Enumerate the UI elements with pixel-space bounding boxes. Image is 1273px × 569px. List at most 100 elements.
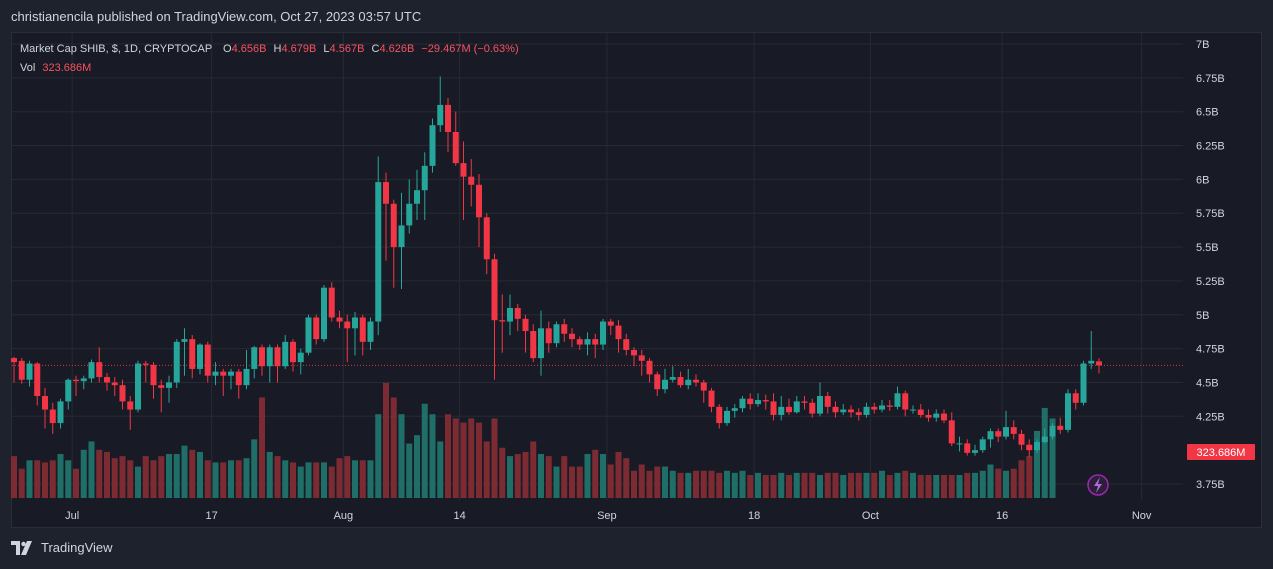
candle[interactable] <box>313 314 320 345</box>
candle[interactable] <box>367 317 374 350</box>
candle[interactable] <box>228 368 234 390</box>
candle[interactable] <box>452 111 459 166</box>
candle[interactable] <box>584 332 591 356</box>
candle[interactable] <box>189 335 196 379</box>
candle[interactable] <box>762 394 769 410</box>
candle[interactable] <box>662 368 668 394</box>
candle[interactable] <box>561 318 568 342</box>
candle[interactable] <box>483 213 490 275</box>
candle[interactable] <box>11 356 17 383</box>
candle[interactable] <box>654 371 661 396</box>
candle[interactable] <box>259 344 265 376</box>
candle[interactable] <box>476 173 482 248</box>
candle[interactable] <box>383 172 389 261</box>
candle[interactable] <box>638 349 645 376</box>
candle[interactable] <box>243 349 250 390</box>
candle[interactable] <box>731 404 738 418</box>
candle[interactable] <box>530 324 537 363</box>
candle[interactable] <box>917 404 924 418</box>
candle[interactable] <box>894 386 901 410</box>
candle[interactable] <box>669 366 676 383</box>
candle[interactable] <box>88 359 95 383</box>
candle[interactable] <box>1026 439 1033 457</box>
candle[interactable] <box>111 377 118 396</box>
candle[interactable] <box>507 294 513 336</box>
candle[interactable] <box>1049 423 1056 440</box>
candle[interactable] <box>855 408 862 421</box>
candle[interactable] <box>26 360 33 387</box>
candle[interactable] <box>321 284 327 342</box>
candle[interactable] <box>879 400 885 413</box>
candle[interactable] <box>57 398 64 429</box>
candle[interactable] <box>49 402 56 434</box>
candle[interactable] <box>96 347 103 383</box>
candle[interactable] <box>1057 417 1064 434</box>
candle[interactable] <box>297 348 304 375</box>
candle[interactable] <box>840 404 847 415</box>
candle[interactable] <box>801 396 808 410</box>
candle[interactable] <box>700 379 707 403</box>
candle[interactable] <box>607 318 614 336</box>
candle[interactable] <box>491 253 498 380</box>
candle[interactable] <box>390 199 397 288</box>
candle[interactable] <box>538 310 544 376</box>
candle[interactable] <box>576 336 583 350</box>
candle[interactable] <box>282 335 289 369</box>
candle[interactable] <box>328 282 335 322</box>
candle[interactable] <box>1072 389 1079 410</box>
candle[interactable] <box>290 339 296 372</box>
candle[interactable] <box>235 368 242 399</box>
candle[interactable] <box>1065 389 1071 433</box>
candle[interactable] <box>832 401 839 418</box>
candle[interactable] <box>42 387 48 429</box>
candle[interactable] <box>119 379 126 410</box>
candle[interactable] <box>693 374 699 387</box>
candle[interactable] <box>197 343 203 375</box>
candle[interactable] <box>142 360 149 383</box>
candle[interactable] <box>127 396 134 430</box>
candle[interactable] <box>406 179 413 234</box>
candle[interactable] <box>770 393 777 421</box>
candle[interactable] <box>305 314 312 356</box>
candle[interactable] <box>73 375 79 396</box>
candle[interactable] <box>739 396 746 413</box>
candle[interactable] <box>375 156 382 336</box>
candle[interactable] <box>592 333 599 359</box>
candle[interactable] <box>522 314 529 353</box>
candle[interactable] <box>445 98 451 153</box>
candle[interactable] <box>158 379 165 413</box>
candle[interactable] <box>995 428 1002 443</box>
candle[interactable] <box>1088 331 1095 369</box>
candle[interactable] <box>1003 410 1009 440</box>
candle[interactable] <box>956 436 963 452</box>
candle[interactable] <box>677 371 684 388</box>
candle[interactable] <box>266 344 273 383</box>
candle[interactable] <box>685 368 692 390</box>
candle[interactable] <box>398 192 405 290</box>
candle[interactable] <box>871 402 878 414</box>
candle[interactable] <box>104 372 110 391</box>
candle[interactable] <box>414 169 420 220</box>
candle[interactable] <box>514 303 521 332</box>
candle[interactable] <box>569 328 575 348</box>
candle[interactable] <box>352 312 358 356</box>
candle[interactable] <box>499 294 506 353</box>
candle[interactable] <box>724 406 730 426</box>
candle[interactable] <box>902 390 909 417</box>
candle[interactable] <box>220 368 227 396</box>
candle[interactable] <box>553 321 560 348</box>
candle[interactable] <box>972 444 978 456</box>
candle[interactable] <box>925 409 932 422</box>
candle[interactable] <box>716 404 723 429</box>
candle[interactable] <box>251 345 258 379</box>
candle[interactable] <box>708 387 715 413</box>
candle[interactable] <box>1018 429 1025 451</box>
candle[interactable] <box>778 396 785 421</box>
candle[interactable] <box>429 118 436 173</box>
candle[interactable] <box>18 358 25 384</box>
candle[interactable] <box>964 439 971 456</box>
candle[interactable] <box>437 76 444 132</box>
tradingview-logo-icon[interactable] <box>11 540 35 555</box>
candle[interactable] <box>886 400 893 411</box>
